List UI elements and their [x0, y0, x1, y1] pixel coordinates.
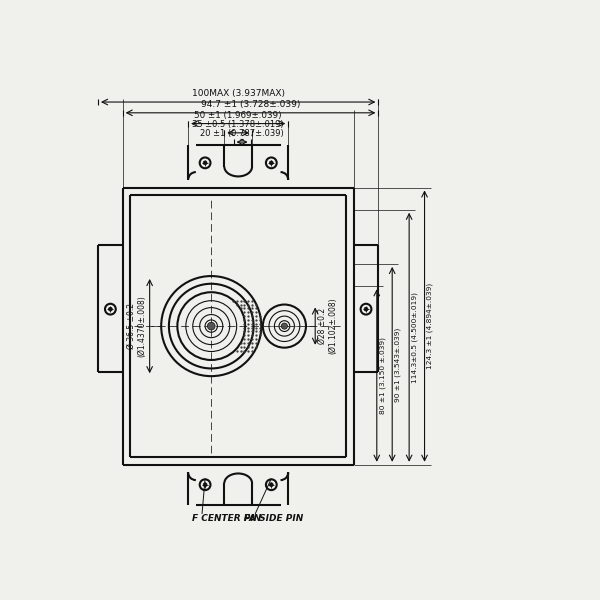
Text: 35 ±0.5 (1.378±.019): 35 ±0.5 (1.378±.019): [193, 120, 284, 129]
Text: 94.7 ±1 (3.728±.039): 94.7 ±1 (3.728±.039): [201, 100, 300, 109]
Circle shape: [203, 483, 207, 487]
Circle shape: [364, 307, 368, 311]
Text: Ø28 ±0.2
(Ø1.102±.008): Ø28 ±0.2 (Ø1.102±.008): [318, 298, 338, 355]
Text: 80 ±1 (3.150 ±.039): 80 ±1 (3.150 ±.039): [379, 337, 386, 414]
Circle shape: [208, 322, 215, 330]
Text: 50 ±1 (1.969±.039): 50 ±1 (1.969±.039): [194, 111, 282, 120]
Text: 100MAX (3.937MAX): 100MAX (3.937MAX): [192, 89, 285, 98]
Circle shape: [269, 483, 273, 487]
Circle shape: [109, 307, 112, 311]
Text: 90 ±1 (3.543±.039): 90 ±1 (3.543±.039): [395, 327, 401, 401]
Circle shape: [203, 161, 207, 165]
Text: Ø 36.5 ±0.2
(Ø1.4370±.008): Ø 36.5 ±0.2 (Ø1.4370±.008): [127, 295, 146, 357]
Text: 20 ±1 (0.787±.039): 20 ±1 (0.787±.039): [200, 129, 284, 138]
Text: FA SIDE PIN: FA SIDE PIN: [244, 514, 304, 523]
Text: F CENTER PIN: F CENTER PIN: [192, 514, 261, 523]
Circle shape: [269, 161, 273, 165]
Circle shape: [281, 323, 287, 329]
Text: 124.3 ±1 (4.894±.039): 124.3 ±1 (4.894±.039): [427, 283, 433, 369]
Text: 114.3±0.5 (4.500±.019): 114.3±0.5 (4.500±.019): [412, 292, 418, 383]
